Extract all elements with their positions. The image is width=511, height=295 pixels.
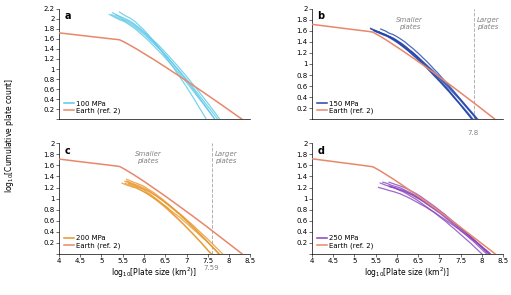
Text: d: d — [317, 146, 324, 156]
Text: a: a — [64, 11, 71, 21]
Text: Smaller
plates: Smaller plates — [396, 17, 423, 30]
Text: c: c — [64, 146, 71, 156]
X-axis label: log$_{10}$[Plate size (km$^2$)]: log$_{10}$[Plate size (km$^2$)] — [364, 265, 451, 280]
Legend: 250 MPa, Earth (ref. 2): 250 MPa, Earth (ref. 2) — [315, 234, 375, 250]
Text: 7.59: 7.59 — [204, 265, 219, 271]
Legend: 100 MPa, Earth (ref. 2): 100 MPa, Earth (ref. 2) — [62, 99, 122, 116]
Text: 7.8: 7.8 — [468, 130, 479, 136]
X-axis label: log$_{10}$[Plate size (km$^2$)]: log$_{10}$[Plate size (km$^2$)] — [111, 265, 198, 280]
Text: b: b — [317, 11, 324, 21]
Text: Smaller
plates: Smaller plates — [135, 151, 161, 164]
Text: Larger
plates: Larger plates — [215, 151, 238, 164]
Text: log$_{10}$[Cumulative plate count]: log$_{10}$[Cumulative plate count] — [3, 78, 15, 193]
Legend: 200 MPa, Earth (ref. 2): 200 MPa, Earth (ref. 2) — [62, 234, 122, 250]
Text: Larger
plates: Larger plates — [477, 17, 500, 30]
Legend: 150 MPa, Earth (ref. 2): 150 MPa, Earth (ref. 2) — [315, 99, 375, 116]
